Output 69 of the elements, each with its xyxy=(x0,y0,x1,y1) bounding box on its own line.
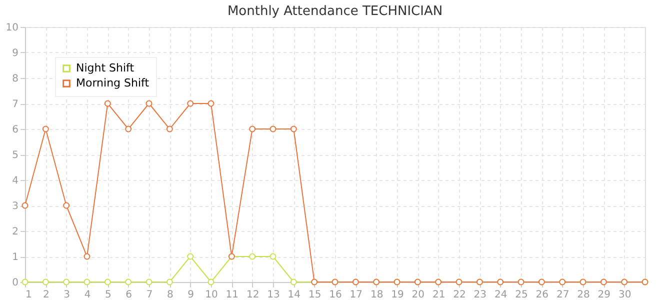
x-tick-label: 12 xyxy=(246,290,260,300)
x-tick-label: 17 xyxy=(350,290,363,300)
point xyxy=(249,126,256,132)
x-tick-label: 4 xyxy=(84,290,91,300)
x-tick-label: 23 xyxy=(474,290,487,300)
point xyxy=(104,100,111,107)
x-tick-label: 1 xyxy=(26,290,32,300)
point xyxy=(63,202,70,209)
x-tick-label: 16 xyxy=(329,290,342,300)
point xyxy=(208,100,214,107)
point xyxy=(187,253,194,260)
x-tick-label: 9 xyxy=(188,290,194,300)
chart-title: Monthly Attendance TECHNICIAN xyxy=(227,4,443,19)
x-tick-label: 27 xyxy=(556,290,570,300)
point xyxy=(270,253,276,260)
point xyxy=(166,278,173,286)
x-tick-label: 26 xyxy=(536,290,549,300)
point xyxy=(290,278,297,286)
y-tick-label: 7 xyxy=(12,99,18,110)
point xyxy=(125,278,132,286)
point xyxy=(22,202,28,209)
x-tick-label: 10 xyxy=(205,290,218,300)
x-tick-label: 20 xyxy=(412,290,425,300)
x-tick-label: 8 xyxy=(166,290,174,300)
point xyxy=(84,253,90,260)
y-tick-label: 8 xyxy=(12,74,18,84)
x-tick-label: 18 xyxy=(370,290,384,300)
point xyxy=(166,126,173,132)
x-tick-label: 29 xyxy=(598,290,611,300)
point xyxy=(146,100,152,107)
point xyxy=(125,126,132,132)
y-tick-label: 10 xyxy=(6,22,18,34)
point xyxy=(146,278,152,286)
x-tick-label: 15 xyxy=(308,290,322,300)
point xyxy=(63,278,70,286)
y-tick-label: 4 xyxy=(12,176,18,186)
point xyxy=(187,100,194,107)
x-tick-label: 6 xyxy=(126,290,132,300)
x-tick-label: 13 xyxy=(267,290,280,300)
y-tick-label: 5 xyxy=(12,150,18,161)
x-tick-label: 22 xyxy=(453,290,466,300)
x-tick-label: 24 xyxy=(494,290,508,300)
y-tick-label: 0 xyxy=(12,278,18,288)
x-tick-label: 28 xyxy=(577,290,590,300)
x-tick-label: 25 xyxy=(515,290,528,300)
y-tick-label: 6 xyxy=(12,124,18,136)
point xyxy=(84,278,90,286)
y-tick-label: 9 xyxy=(12,48,18,59)
x-tick-label: 19 xyxy=(391,290,404,300)
x-tick-label: 2 xyxy=(42,290,50,300)
x-tick-label: 21 xyxy=(432,290,446,300)
x-tick-label: 11 xyxy=(226,290,239,300)
y-tick-label: 1 xyxy=(12,252,18,263)
y-tick-label: 2 xyxy=(12,226,18,238)
legend-label: Morning Shift xyxy=(76,76,150,90)
point xyxy=(249,253,256,260)
point xyxy=(42,126,49,132)
x-tick-label: 30 xyxy=(618,290,632,300)
point xyxy=(42,278,49,286)
point xyxy=(270,126,276,132)
x-tick-label: 3 xyxy=(64,290,70,300)
y-tick-label: 3 xyxy=(12,201,18,212)
legend-label: Night Shift xyxy=(76,62,135,74)
x-tick-label: 5 xyxy=(104,290,112,300)
x-tick-label: 7 xyxy=(146,290,153,300)
x-tick-label: 14 xyxy=(288,290,301,300)
point xyxy=(104,278,111,286)
point xyxy=(290,126,297,132)
point xyxy=(208,278,214,286)
